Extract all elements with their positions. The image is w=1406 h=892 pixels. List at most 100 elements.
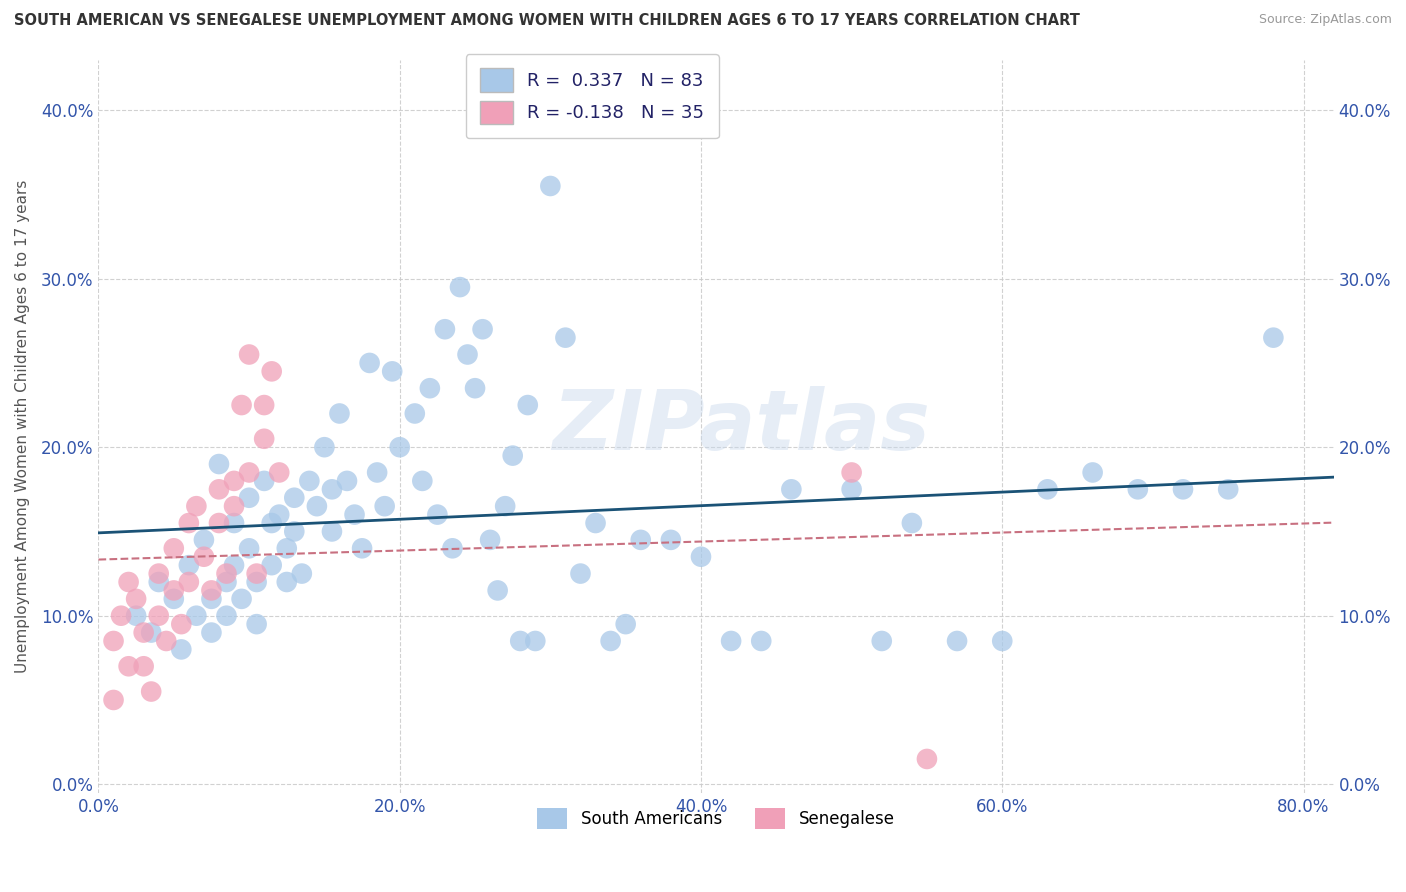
Point — [155, 634, 177, 648]
Point — [298, 474, 321, 488]
Point — [103, 693, 125, 707]
Point — [253, 432, 276, 446]
Point — [246, 574, 269, 589]
Point — [841, 483, 863, 497]
Text: ZIPatlas: ZIPatlas — [551, 385, 929, 467]
Point — [554, 331, 576, 345]
Point — [915, 752, 938, 766]
Point — [253, 474, 276, 488]
Point — [253, 398, 276, 412]
Point — [246, 566, 269, 581]
Point — [269, 508, 291, 522]
Point — [276, 541, 298, 556]
Point — [163, 591, 186, 606]
Point — [314, 440, 336, 454]
Point — [170, 642, 193, 657]
Point — [238, 491, 260, 505]
Point — [222, 516, 245, 530]
Point — [238, 541, 260, 556]
Point — [260, 516, 283, 530]
Point — [231, 398, 253, 412]
Y-axis label: Unemployment Among Women with Children Ages 6 to 17 years: Unemployment Among Women with Children A… — [15, 179, 30, 673]
Point — [222, 474, 245, 488]
Point — [471, 322, 494, 336]
Point — [494, 499, 516, 513]
Point — [177, 574, 200, 589]
Point — [991, 634, 1014, 648]
Point — [449, 280, 471, 294]
Point — [200, 591, 222, 606]
Point — [374, 499, 396, 513]
Point — [141, 684, 163, 698]
Point — [283, 524, 305, 539]
Point — [200, 625, 222, 640]
Point — [208, 516, 231, 530]
Point — [215, 608, 238, 623]
Point — [193, 533, 215, 547]
Point — [1263, 331, 1285, 345]
Point — [502, 449, 524, 463]
Point — [404, 407, 426, 421]
Point — [208, 457, 231, 471]
Point — [170, 617, 193, 632]
Point — [585, 516, 607, 530]
Point — [749, 634, 772, 648]
Point — [870, 634, 893, 648]
Point — [343, 508, 366, 522]
Point — [193, 549, 215, 564]
Point — [208, 483, 231, 497]
Text: SOUTH AMERICAN VS SENEGALESE UNEMPLOYMENT AMONG WOMEN WITH CHILDREN AGES 6 TO 17: SOUTH AMERICAN VS SENEGALESE UNEMPLOYMEN… — [14, 13, 1080, 29]
Point — [215, 574, 238, 589]
Point — [614, 617, 637, 632]
Point — [103, 634, 125, 648]
Point — [117, 659, 139, 673]
Point — [276, 574, 298, 589]
Point — [359, 356, 381, 370]
Point — [321, 524, 343, 539]
Point — [321, 483, 343, 497]
Point — [269, 466, 291, 480]
Point — [148, 566, 170, 581]
Point — [1126, 483, 1149, 497]
Point — [419, 381, 441, 395]
Point — [426, 508, 449, 522]
Point — [569, 566, 592, 581]
Point — [1171, 483, 1194, 497]
Point — [200, 583, 222, 598]
Point — [464, 381, 486, 395]
Point — [659, 533, 682, 547]
Point — [186, 499, 208, 513]
Point — [117, 574, 139, 589]
Point — [260, 364, 283, 378]
Point — [516, 398, 538, 412]
Point — [260, 558, 283, 573]
Point — [1036, 483, 1059, 497]
Point — [305, 499, 328, 513]
Point — [901, 516, 924, 530]
Point — [238, 347, 260, 361]
Point — [381, 364, 404, 378]
Point — [433, 322, 456, 336]
Point — [125, 591, 148, 606]
Point — [1081, 466, 1104, 480]
Point — [352, 541, 374, 556]
Point — [148, 608, 170, 623]
Point — [177, 516, 200, 530]
Point — [630, 533, 652, 547]
Legend: South Americans, Senegalese: South Americans, Senegalese — [530, 801, 901, 836]
Point — [509, 634, 531, 648]
Point — [524, 634, 547, 648]
Point — [238, 466, 260, 480]
Point — [411, 474, 433, 488]
Point — [283, 491, 305, 505]
Point — [441, 541, 464, 556]
Point — [720, 634, 742, 648]
Point — [215, 566, 238, 581]
Point — [222, 558, 245, 573]
Point — [132, 659, 155, 673]
Point — [366, 466, 388, 480]
Point — [388, 440, 411, 454]
Point — [125, 608, 148, 623]
Point — [177, 558, 200, 573]
Point — [291, 566, 314, 581]
